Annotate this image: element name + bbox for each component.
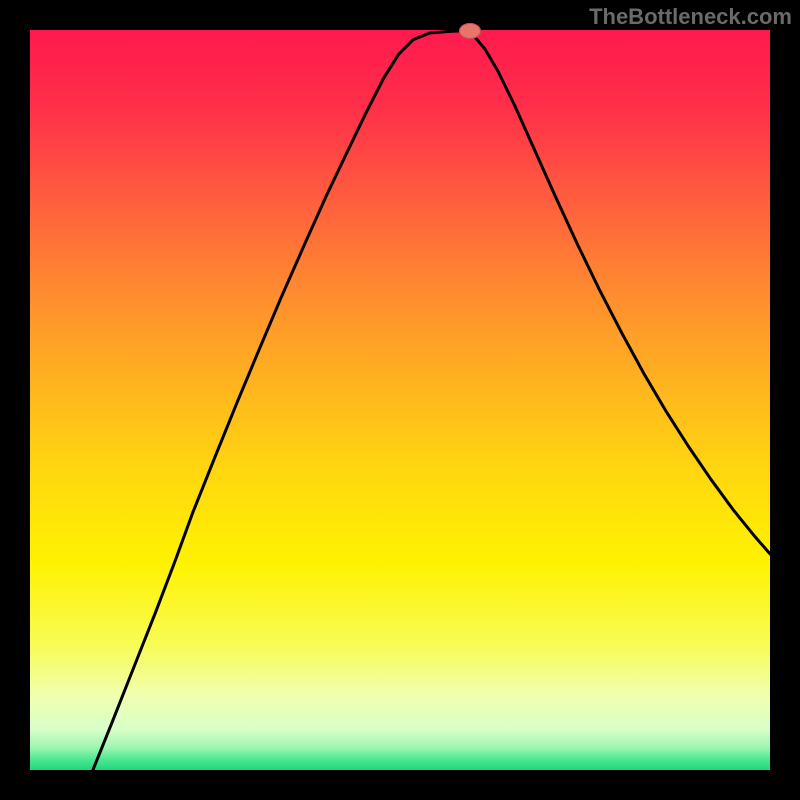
chart-container: TheBottleneck.com	[0, 0, 800, 800]
chart-svg-layer	[0, 0, 800, 800]
watermark-text: TheBottleneck.com	[589, 4, 792, 30]
bottleneck-curve	[93, 31, 770, 770]
